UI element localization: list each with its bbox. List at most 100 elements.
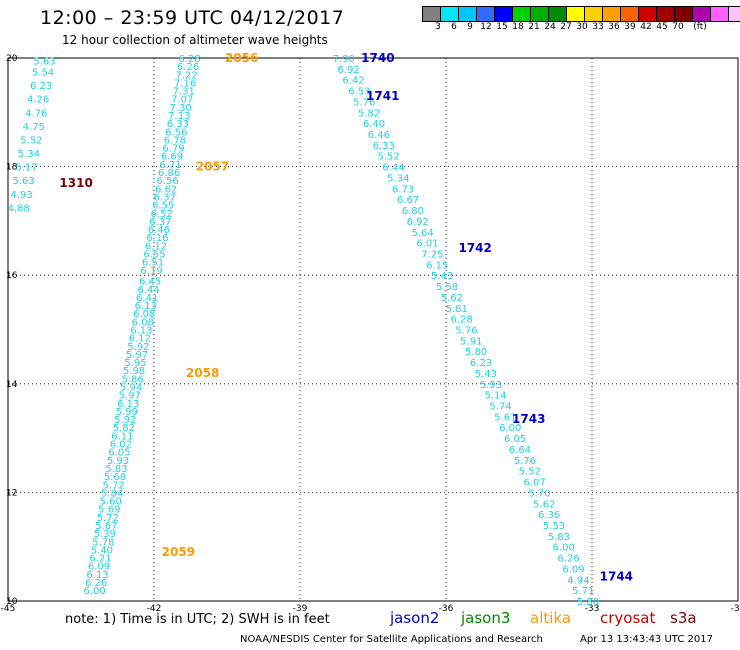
swh-value: 6.08 <box>132 317 154 328</box>
swh-value: 6.05 <box>108 448 130 459</box>
swh-value: 5.93 <box>480 380 502 391</box>
y-tick-label: 20 <box>6 54 18 64</box>
swh-value: 5.95 <box>124 358 146 369</box>
swh-value: 6.05 <box>504 434 526 445</box>
swh-value: 6.71 <box>159 160 181 171</box>
swh-value: 5.74 <box>489 402 511 413</box>
colorbar-label: 45 <box>656 22 668 32</box>
swh-value: 6.23 <box>470 358 492 369</box>
swh-value: 6.55 <box>143 249 165 260</box>
colorbar-labels: 3 6 9 12 15 18 21 24 27 30 33 36 39 42 45 70 (ft) <box>422 22 740 34</box>
swh-value: 5.86 <box>121 374 143 385</box>
swh-value: 7.25 <box>421 249 443 260</box>
swh-value: 5.69 <box>98 505 120 516</box>
swh-value: 6.00 <box>553 543 575 554</box>
colorbar-label: 36 <box>608 22 620 32</box>
swh-value: 5.92 <box>127 342 149 353</box>
colorbar-label: 6 <box>451 22 457 32</box>
pass-time-label: 2059 <box>162 545 195 559</box>
swh-value: 5.70 <box>528 488 550 499</box>
swh-value: 7.16 <box>174 78 196 89</box>
swh-value: 5.43 <box>431 271 453 282</box>
swh-value: 5.98 <box>123 366 145 377</box>
swh-value: 5.72 <box>97 513 119 524</box>
swh-value: 6.13 <box>135 301 157 312</box>
swh-value: 5.62 <box>441 293 463 304</box>
swh-value: 5.76 <box>455 326 477 337</box>
swh-value: 6.00 <box>499 423 521 434</box>
swh-value: 6.64 <box>509 445 531 456</box>
colorbar-label: 33 <box>592 22 604 32</box>
pass-time-label: 1741 <box>366 89 399 103</box>
colorbar-label: 9 <box>467 22 473 32</box>
swh-value: 6.56 <box>156 176 178 187</box>
colorbar-label: 12 <box>480 22 492 32</box>
swh-value: 6.41 <box>136 293 158 304</box>
swh-value: 6.33 <box>373 141 395 152</box>
y-tick-label: 18 <box>6 163 18 173</box>
swh-value: 5.53 <box>543 521 565 532</box>
plot-frame <box>7 57 739 602</box>
swh-value: 6.12 <box>129 334 151 345</box>
colorbar-label: 27 <box>560 22 572 32</box>
swh-value: 5.92 <box>114 415 136 426</box>
swh-value: 5.78 <box>92 537 114 548</box>
pass-time-label: 1740 <box>361 51 394 65</box>
swh-value: 5.52 <box>377 152 399 163</box>
swh-value: 6.26 <box>85 578 107 589</box>
swh-value: 6.09 <box>88 562 110 573</box>
swh-value: 5.61 <box>494 412 516 423</box>
swh-value: 5.52 <box>20 135 42 146</box>
swh-value: 5.82 <box>358 108 380 119</box>
swh-value: 7.30 <box>170 103 192 114</box>
colorbar-label: 18 <box>512 22 524 32</box>
swh-value: 5.67 <box>95 521 117 532</box>
swh-value: 6.12 <box>145 241 167 252</box>
chart-title: 12:00 – 23:59 UTC 04/12/2017 <box>40 7 345 29</box>
swh-value: 6.62 <box>155 184 177 195</box>
swh-value: 6.46 <box>148 225 170 236</box>
swh-value: 5.52 <box>519 467 541 478</box>
swh-value: 4.94 <box>567 575 589 586</box>
colorbar <box>422 6 740 22</box>
swh-value: 5.76 <box>514 456 536 467</box>
generation-timestamp: Apr 13 13:43:43 UTC 2017 <box>580 634 713 645</box>
swh-value: 5.80 <box>577 597 599 608</box>
swh-value: 6.26 <box>558 554 580 565</box>
swh-value: 6.00 <box>83 586 105 597</box>
y-tick-label: 14 <box>6 380 18 390</box>
swh-value: 6.37 <box>154 192 176 203</box>
swh-value: 5.64 <box>412 228 434 239</box>
legend-altika: altika <box>530 609 572 627</box>
swh-value: 6.42 <box>342 76 364 87</box>
swh-value: 5.39 <box>94 529 116 540</box>
swh-value: 6.51 <box>142 258 164 269</box>
swh-value: 6.33 <box>167 119 189 130</box>
swh-value: 5.62 <box>533 499 555 510</box>
swh-value: 7.13 <box>168 111 190 122</box>
swh-value: 6.28 <box>178 54 200 65</box>
colorbar-label: 30 <box>576 22 588 32</box>
swh-value: 5.68 <box>104 472 126 483</box>
swh-value: 6.23 <box>30 81 52 92</box>
swh-value: 7.90 <box>333 54 355 65</box>
legend-cryosat: cryosat <box>600 609 656 627</box>
swh-value: 5.14 <box>485 391 507 402</box>
swh-value: 4.26 <box>27 95 49 106</box>
swh-value: 6.09 <box>562 564 584 575</box>
swh-value: 6.13 <box>117 399 139 410</box>
swh-value: 6.02 <box>110 440 132 451</box>
colorbar-label: 3 <box>435 22 441 32</box>
swh-value: 6.86 <box>158 168 180 179</box>
swh-value: 6.53 <box>348 87 370 98</box>
swh-value: 6.69 <box>161 152 183 163</box>
swh-value: 5.71 <box>572 586 594 597</box>
swh-value: 5.80 <box>465 347 487 358</box>
swh-value: 6.08 <box>133 309 155 320</box>
swh-value: 6.21 <box>89 554 111 565</box>
swh-value: 6.45 <box>139 277 161 288</box>
swh-value: 6.92 <box>338 65 360 76</box>
y-tick-label: 10 <box>6 597 18 607</box>
swh-value: 6.36 <box>538 510 560 521</box>
